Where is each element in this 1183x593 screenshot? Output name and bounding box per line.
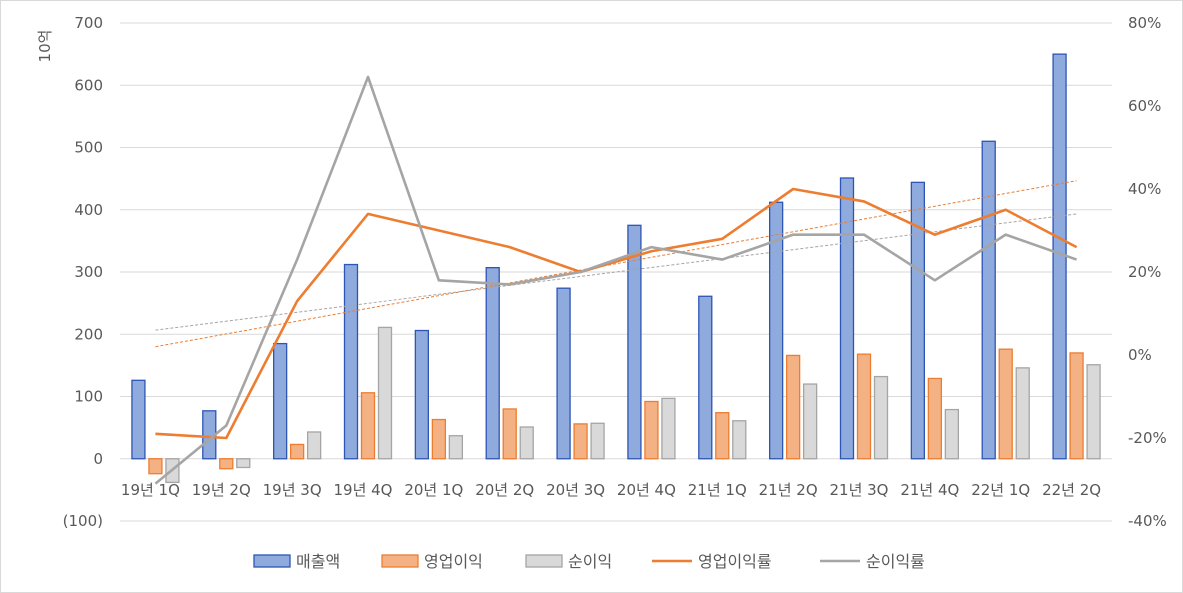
bar — [715, 412, 730, 460]
legend-item: 매출액 — [253, 552, 340, 571]
legend-item: 영업이익 — [381, 552, 483, 571]
category-label: 20년 4Q — [617, 481, 676, 499]
bar — [556, 287, 571, 460]
legend-item: 영업이익률 — [652, 552, 772, 571]
bar — [910, 181, 926, 460]
bar — [448, 435, 464, 460]
left-tick-label: 100 — [74, 388, 103, 406]
right-tick-label: 40% — [1128, 180, 1161, 198]
trendline — [155, 180, 1077, 348]
bar — [785, 354, 801, 460]
bar — [219, 458, 234, 470]
bar — [414, 329, 430, 460]
legend: 매출액 영업이익 순이익 영업이익률 순이익률 — [253, 552, 925, 571]
bar — [1086, 364, 1101, 460]
bar — [148, 458, 163, 475]
right-tick-label: 60% — [1128, 97, 1161, 115]
bar — [944, 408, 960, 460]
category-label: 22년 1Q — [971, 481, 1030, 499]
bar — [856, 353, 872, 460]
bar-series — [131, 53, 1101, 484]
bar — [927, 377, 943, 460]
left-tick-label: (100) — [63, 512, 103, 530]
bar — [998, 348, 1013, 460]
category-label: 20년 2Q — [475, 481, 534, 499]
left-tick-label: 700 — [74, 14, 103, 32]
bar — [502, 408, 517, 460]
legend-item: 순이익률 — [820, 552, 925, 571]
bar — [236, 458, 251, 469]
bar — [802, 383, 818, 460]
legend-swatch — [381, 554, 419, 568]
bar — [839, 177, 855, 460]
bar — [573, 423, 588, 460]
bar — [306, 431, 322, 460]
category-label: 19년 1Q — [121, 481, 180, 499]
left-axis-unit-label: 10억 — [36, 30, 54, 63]
category-label: 20년 1Q — [404, 481, 463, 499]
left-tick-label: 500 — [74, 139, 103, 157]
category-label: 20년 3Q — [546, 481, 605, 499]
left-axis-labels: 700 600 500 400 300 200 100 0 (100) — [63, 14, 103, 530]
line-series — [154, 75, 1078, 485]
legend-swatch — [253, 554, 291, 568]
legend-swatch — [525, 554, 563, 568]
bar — [360, 392, 376, 460]
legend-label: 영업이익 — [424, 552, 483, 571]
category-label: 21년 3Q — [829, 481, 888, 499]
left-tick-label: 600 — [74, 76, 103, 94]
bar — [732, 420, 747, 460]
bar — [431, 418, 447, 460]
right-tick-label: 0% — [1128, 346, 1152, 364]
left-tick-label: 200 — [74, 325, 103, 343]
category-label: 19년 2Q — [192, 481, 251, 499]
category-label: 21년 1Q — [688, 481, 747, 499]
category-labels: 19년 1Q 19년 2Q 19년 3Q 19년 4Q 20년 1Q 20년 2Q 20년 … — [121, 481, 1101, 499]
bar — [289, 443, 305, 460]
bar — [272, 342, 288, 460]
bar — [590, 422, 605, 460]
right-tick-label: 80% — [1128, 14, 1161, 32]
bar — [519, 426, 534, 460]
bar — [1015, 367, 1030, 460]
bar — [661, 397, 676, 460]
legend-item: 순이익 — [525, 552, 612, 571]
legend-label: 순이익률 — [866, 552, 925, 571]
gridlines — [120, 22, 1112, 522]
bar — [131, 379, 146, 460]
bar — [343, 263, 359, 460]
left-tick-label: 400 — [74, 201, 103, 219]
right-axis-labels: 80% 60% 40% 20% 0% -20% -40% — [1128, 14, 1167, 530]
bar — [873, 375, 889, 460]
bar — [981, 140, 996, 460]
legend-label: 영업이익률 — [698, 552, 772, 571]
category-label: 21년 2Q — [759, 481, 818, 499]
legend-label: 순이익 — [568, 552, 612, 571]
bar — [377, 326, 393, 460]
bar — [698, 295, 713, 460]
left-tick-label: 300 — [74, 263, 103, 281]
category-label: 22년 2Q — [1042, 481, 1101, 499]
series-line — [154, 75, 1078, 485]
legend-label: 매출액 — [296, 552, 340, 571]
right-tick-label: -20% — [1128, 429, 1167, 447]
category-label: 19년 3Q — [263, 481, 322, 499]
trendlines — [155, 180, 1077, 348]
right-tick-label: -40% — [1128, 512, 1167, 530]
bar — [644, 400, 659, 460]
series-line — [155, 187, 1078, 440]
category-label: 21년 4Q — [900, 481, 959, 499]
category-label: 19년 4Q — [333, 481, 392, 499]
bar — [1069, 352, 1084, 460]
left-tick-label: 0 — [93, 450, 103, 468]
bar — [627, 224, 642, 460]
bar — [485, 266, 500, 460]
right-tick-label: 20% — [1128, 263, 1161, 281]
